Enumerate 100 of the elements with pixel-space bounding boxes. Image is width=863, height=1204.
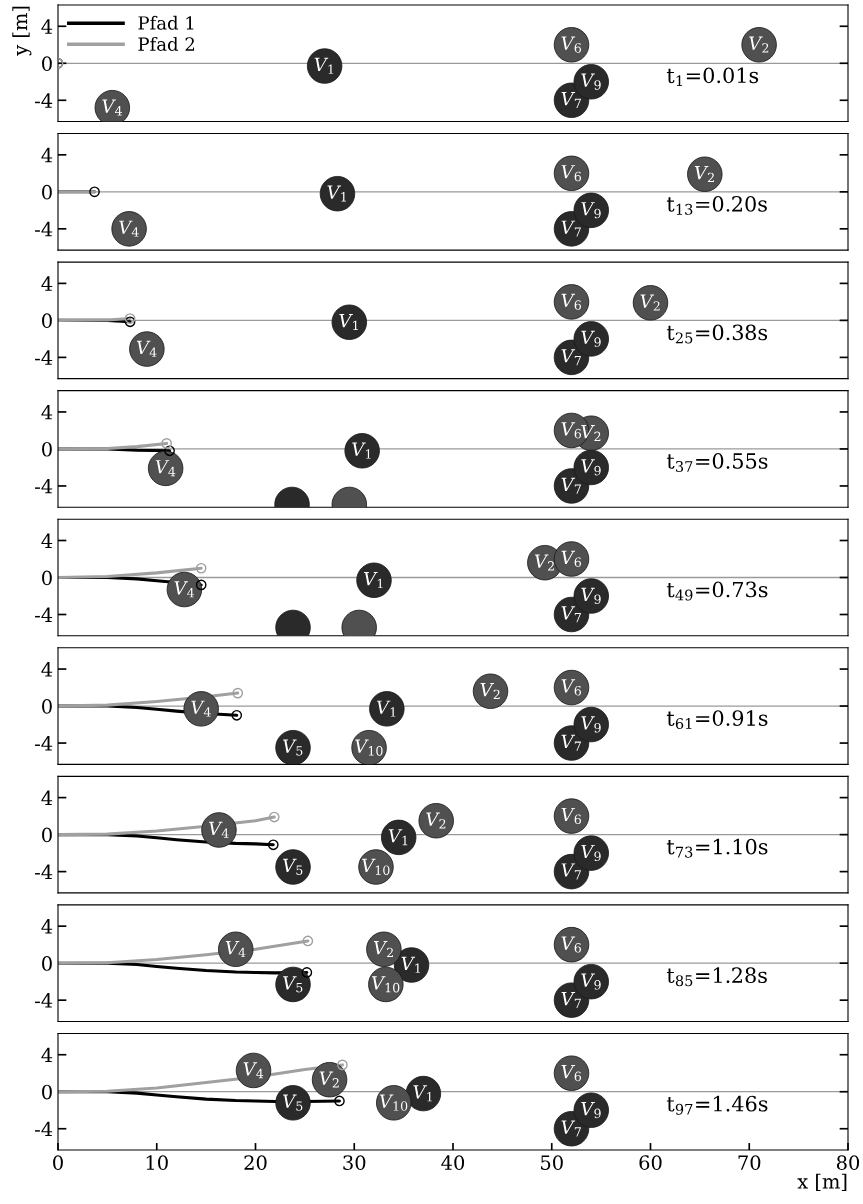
x-tick-label: 60	[639, 1155, 662, 1170]
annotation: V$_{4}$	[191, 700, 211, 717]
annotation: V$_{7}$	[561, 734, 581, 751]
x-tick-label: 50	[541, 1155, 563, 1170]
x-tick-label: 40	[441, 1155, 465, 1170]
annotation: t$_{25}$=0.38s	[666, 324, 768, 344]
annotation: V$_{2}$	[581, 425, 601, 441]
annotation: V$_{1}$	[401, 956, 421, 973]
annotation: V$_{10}$	[355, 739, 383, 756]
y-tick-label: -4	[35, 864, 53, 879]
annotation: t$_{49}$=0.73s	[666, 581, 768, 601]
annotation: V$_{5}$	[283, 976, 303, 993]
annotation: t$_{73}$=1.10s	[666, 838, 768, 858]
annotation: V$_{6}$	[561, 550, 582, 567]
annotation: V$_{2}$	[426, 812, 446, 829]
annotation: V$_{9}$	[581, 73, 601, 90]
annotation: V$_{7}$	[561, 1120, 581, 1137]
annotation: V$_{2}$	[480, 683, 500, 700]
annotation: t$_{37}$=0.55s	[666, 453, 768, 472]
legend-label: Pfad 1	[138, 15, 194, 30]
annotation: V$_{6}$	[561, 1065, 582, 1082]
annotation: V$_{6}$	[561, 936, 582, 953]
annotation: V$_{9}$	[581, 1102, 601, 1119]
annotation: V$_{9}$	[581, 587, 601, 604]
annotation: V$_{10}$	[379, 1094, 408, 1111]
annotation: V$_{1}$	[376, 700, 396, 717]
annotation: V$_{4}$	[174, 581, 195, 598]
annotation: V$_{9}$	[581, 973, 601, 990]
annotation: V$_{4}$	[225, 941, 246, 958]
annotation: V$_{7}$	[561, 606, 581, 623]
y-tick-label: 0	[42, 441, 52, 457]
y-tick-label: 4	[41, 147, 53, 163]
y-tick-label: -4	[35, 993, 53, 1008]
annotation: V$_{1}$	[314, 57, 334, 74]
x-tick-label: 30	[343, 1155, 366, 1170]
y-tick-label: -4	[35, 93, 53, 108]
annotation: V$_{4}$	[102, 99, 122, 116]
annotation: V$_{7}$	[561, 220, 581, 237]
annotation: V$_{2}$	[534, 554, 554, 571]
y-tick-label: -4	[35, 478, 53, 494]
annotation: V$_{6}$	[561, 422, 582, 439]
annotation: V$_{2}$	[319, 1071, 339, 1088]
annotation: V$_{5}$	[283, 739, 303, 756]
annotation: V$_{4}$	[155, 460, 176, 477]
legend-label: Pfad 2	[138, 36, 195, 51]
annotation: V$_{10}$	[371, 976, 400, 993]
y-tick-label: -4	[35, 607, 53, 622]
annotation: V$_{7}$	[561, 863, 581, 880]
annotation: V$_{9}$	[581, 459, 601, 476]
annotation: V$_{2}$	[373, 941, 393, 958]
y-tick-label: -4	[35, 1121, 53, 1137]
annotation: V$_{7}$	[561, 349, 581, 366]
annotation: t$_{97}$=1.46s	[666, 1095, 768, 1115]
annotation: V$_{1}$	[352, 442, 371, 459]
x-tick-label: 70	[738, 1155, 761, 1170]
y-tick-label: 0	[42, 184, 52, 200]
annotation: t$_{1}$=0.01s	[666, 67, 759, 87]
annotation: V$_{1}$	[339, 314, 358, 331]
y-tick-label: 4	[41, 919, 53, 934]
annotation: V$_{6}$	[561, 36, 582, 53]
y-tick-label: -4	[35, 350, 53, 365]
y-tick-label: 0	[42, 1084, 52, 1100]
y-tick-label: 0	[42, 56, 52, 71]
annotation: V$_{9}$	[581, 716, 601, 733]
annotation: V$_{6}$	[561, 293, 582, 310]
y-tick-label: 4	[41, 19, 53, 34]
x-tick-label: 0	[53, 1155, 63, 1170]
annotation: V$_{5}$	[283, 858, 303, 875]
annotation: t$_{13}$=0.20s	[666, 195, 767, 215]
annotation: V$_{10}$	[362, 858, 390, 875]
y-tick-label: 4	[41, 790, 53, 805]
annotation: V$_{4}$	[136, 340, 157, 357]
annotation: V$_{2}$	[749, 36, 769, 53]
y-tick-label: 0	[42, 313, 52, 329]
annotation: V$_{6}$	[561, 679, 582, 696]
annotation: V$_{9}$	[581, 330, 601, 347]
annotation: V$_{1}$	[388, 829, 408, 846]
y-tick-label: 4	[41, 533, 53, 548]
annotation: V$_{9}$	[581, 202, 601, 219]
annotation: V$_{4}$	[119, 220, 139, 237]
y-tick-label: 0	[42, 827, 52, 843]
x-tick-label: 20	[244, 1155, 267, 1170]
annotation: V$_{7}$	[561, 477, 581, 494]
annotation: V$_{1}$	[327, 185, 346, 202]
annotation: t$_{85}$=1.28s	[666, 967, 767, 987]
x-tick-label: 80	[836, 1155, 860, 1170]
x-axis-title: x [m]	[797, 1173, 847, 1192]
annotation: t$_{61}$=0.91s	[666, 710, 768, 730]
x-tick-label: 10	[146, 1155, 168, 1170]
annotation: V$_{2}$	[640, 294, 660, 311]
annotation: V$_{6}$	[561, 165, 582, 182]
y-tick-label: 4	[41, 404, 53, 420]
annotation: V$_{1}$	[363, 572, 383, 589]
annotation: V$_{2}$	[694, 166, 714, 183]
annotation: V$_{4}$	[208, 821, 229, 838]
y-tick-label: -4	[35, 736, 53, 751]
y-tick-label: 0	[42, 699, 52, 714]
y-tick-label: 0	[42, 956, 52, 971]
y-axis-title: y [m]	[12, 6, 32, 56]
y-tick-label: 4	[41, 662, 53, 677]
